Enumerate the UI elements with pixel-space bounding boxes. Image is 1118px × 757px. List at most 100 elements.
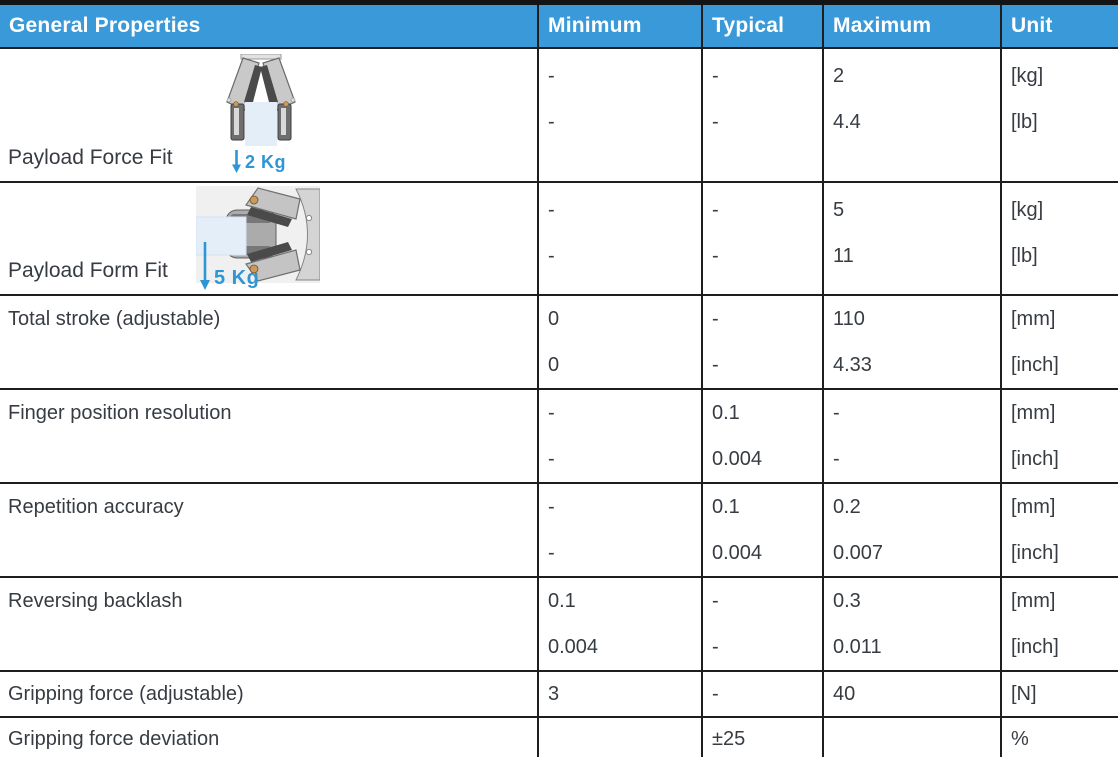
row-gripping-force: Gripping force (adjustable) 3 - 40 [N] <box>0 671 1118 717</box>
unit-lb: [lb] <box>1011 244 1038 267</box>
cell-max: 5 11 <box>822 182 1001 295</box>
value-min-imperial: 0.004 <box>548 635 599 658</box>
cell-max: 40 <box>822 671 1001 717</box>
value-typ-metric: - <box>712 589 719 612</box>
cell-property: Reversing backlash <box>0 577 538 671</box>
value-max-imperial: 0.007 <box>833 541 884 564</box>
unit-imperial: [inch] <box>1011 635 1059 658</box>
payload-form-fit-annotation: 5 Kg <box>199 242 259 290</box>
value-max-metric: 0.3 <box>833 589 861 612</box>
cell-max: 0.3 0.011 <box>822 577 1001 671</box>
property-label: Finger position resolution <box>8 401 232 424</box>
cell-max <box>822 717 1001 757</box>
cell-property: Repetition accuracy <box>0 483 538 577</box>
unit-metric: [mm] <box>1011 495 1056 518</box>
cell-typ: 0.1 0.004 <box>701 483 823 577</box>
unit-kg: [kg] <box>1011 198 1044 221</box>
cell-min: 3 <box>537 671 702 717</box>
value-max-metric: - <box>833 401 840 424</box>
value-min-lb: - <box>548 110 555 133</box>
cell-max: 110 4.33 <box>822 295 1001 389</box>
cell-max: 0.2 0.007 <box>822 483 1001 577</box>
cell-unit: % <box>1000 717 1118 757</box>
header-typical: Typical <box>701 5 823 48</box>
value-typ-metric: 0.1 <box>712 401 740 424</box>
property-label: Gripping force (adjustable) <box>8 682 244 705</box>
cell-min: - - <box>537 389 702 483</box>
header-maximum: Maximum <box>822 5 1001 48</box>
cell-typ: ±25 <box>701 717 823 757</box>
value-min-metric: 0.1 <box>548 589 576 612</box>
value-min-imperial: - <box>548 447 555 470</box>
unit-metric: [mm] <box>1011 589 1056 612</box>
table-top-border <box>0 0 1118 5</box>
table-header-row: General Properties Minimum Typical Maxim… <box>0 5 1118 48</box>
value-typ-imperial: - <box>712 353 719 376</box>
unit-imperial: [inch] <box>1011 541 1059 564</box>
cell-min <box>537 717 702 757</box>
down-arrow-icon <box>200 242 210 290</box>
row-finger-position-resolution: Finger position resolution - - 0.1 0.004… <box>0 389 1118 483</box>
cell-typ: - <box>701 671 823 717</box>
row-payload-force-fit: 2 Kg Payload Force Fit - - - - 2 4.4 <box>0 48 1118 182</box>
cell-unit: [mm] [inch] <box>1000 483 1118 577</box>
value-typ: ±25 <box>712 727 746 750</box>
value-max-metric: 0.2 <box>833 495 861 518</box>
cell-unit: [mm] [inch] <box>1000 577 1118 671</box>
value-max-imperial: 0.011 <box>833 635 882 658</box>
cell-min: 0.1 0.004 <box>537 577 702 671</box>
unit-metric: [mm] <box>1011 401 1056 424</box>
unit-imperial: [inch] <box>1011 447 1059 470</box>
value-min: 3 <box>548 682 560 705</box>
cell-payload-force-fit-label: 2 Kg Payload Force Fit <box>0 48 538 182</box>
payload-force-fit-annotation: 2 Kg <box>231 150 286 173</box>
cell-property: Total stroke (adjustable) <box>0 295 538 389</box>
value-typ-metric: 0.1 <box>712 495 740 518</box>
value-typ-imperial: - <box>712 635 719 658</box>
property-label: Total stroke (adjustable) <box>8 307 221 330</box>
value-max-metric: 110 <box>833 307 865 330</box>
property-label: Gripping force deviation <box>8 727 220 750</box>
row-repetition-accuracy: Repetition accuracy - - 0.1 0.004 0.2 0.… <box>0 483 1118 577</box>
value-max: 40 <box>833 682 856 705</box>
value-typ-imperial: 0.004 <box>712 447 763 470</box>
cell-max: - - <box>822 389 1001 483</box>
cell-unit: [N] <box>1000 671 1118 717</box>
property-label: Reversing backlash <box>8 589 183 612</box>
property-label: Payload Force Fit <box>8 146 173 169</box>
cell-unit: [kg] [lb] <box>1000 182 1118 295</box>
value-max-lb: 11 <box>833 244 854 267</box>
general-properties-table: General Properties Minimum Typical Maxim… <box>0 5 1118 757</box>
value-typ-lb: - <box>712 110 719 133</box>
value-typ-metric: - <box>712 307 719 330</box>
value-max-kg: 5 <box>833 198 845 221</box>
value-max-lb: 4.4 <box>833 110 861 133</box>
payload-form-fit-weight: 5 Kg <box>214 267 260 289</box>
cell-typ: 0.1 0.004 <box>701 389 823 483</box>
row-total-stroke: Total stroke (adjustable) 0 0 - - 110 4.… <box>0 295 1118 389</box>
unit-kg: [kg] <box>1011 64 1044 87</box>
unit-imperial: [inch] <box>1011 353 1059 376</box>
unit-metric: [mm] <box>1011 307 1056 330</box>
property-label: Payload Form Fit <box>8 259 168 282</box>
header-unit: Unit <box>1000 5 1118 48</box>
value-min-imperial: 0 <box>548 353 560 376</box>
payload-force-fit-weight: 2 Kg <box>245 152 287 172</box>
value-min-metric: - <box>548 495 555 518</box>
cell-property: Finger position resolution <box>0 389 538 483</box>
row-reversing-backlash: Reversing backlash 0.1 0.004 - - 0.3 0.0… <box>0 577 1118 671</box>
form-fit-gripper-icon <box>195 186 321 289</box>
unit: [N] <box>1011 682 1037 705</box>
cell-max: 2 4.4 <box>822 48 1001 182</box>
cell-unit: [mm] [inch] <box>1000 389 1118 483</box>
cell-property: Gripping force (adjustable) <box>0 671 538 717</box>
value-typ-kg: - <box>712 198 719 221</box>
row-gripping-force-deviation: Gripping force deviation ±25 % <box>0 717 1118 757</box>
cell-typ: - - <box>701 577 823 671</box>
cell-payload-form-fit-label: 5 Kg Payload Form Fit <box>0 182 538 295</box>
property-label: Repetition accuracy <box>8 495 184 518</box>
value-typ: - <box>712 682 719 705</box>
value-max-imperial: 4.33 <box>833 353 872 376</box>
value-typ-lb: - <box>712 244 719 267</box>
